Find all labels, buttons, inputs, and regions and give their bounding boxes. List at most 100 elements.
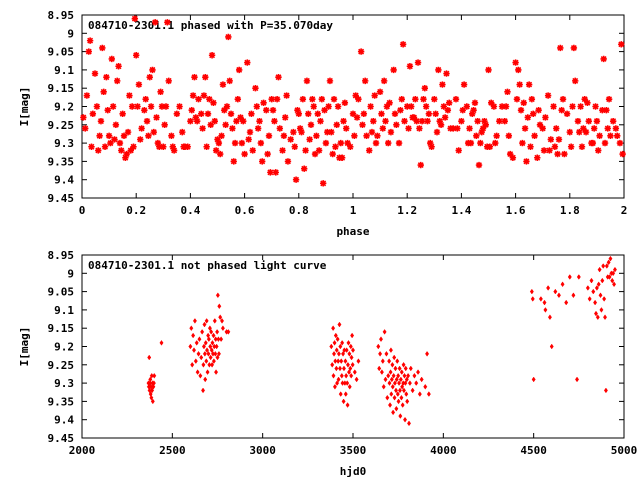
bottom-data-point: [612, 281, 617, 288]
bottom-data-point: [397, 387, 402, 394]
top-data-point: [116, 139, 124, 147]
top-data-point: [179, 128, 186, 136]
top-data-point: [614, 132, 621, 139]
top-data-point: [418, 117, 426, 125]
bottom-data-point: [543, 307, 548, 313]
bottom-data-point: [220, 318, 225, 324]
top-data-point: [473, 132, 480, 139]
top-y-tick-label: 9.45: [48, 192, 75, 205]
bottom-data-point: [152, 372, 157, 379]
top-data-point: [294, 106, 301, 114]
bottom-x-tick-label: 3500: [340, 444, 367, 457]
top-data-point: [498, 103, 506, 110]
bottom-data-point: [390, 361, 395, 368]
top-data-point: [204, 110, 212, 118]
top-data-point: [391, 110, 399, 118]
bottom-data-point: [204, 358, 209, 364]
bottom-data-point: [593, 299, 598, 306]
top-data-point: [97, 117, 105, 125]
top-data-point: [222, 121, 229, 128]
top-data-point: [215, 139, 223, 147]
top-data-point: [322, 139, 330, 147]
top-data-point: [80, 114, 87, 121]
top-data-point: [577, 103, 584, 110]
top-data-point: [272, 169, 279, 176]
top-data-point: [170, 147, 178, 154]
top-data-point: [318, 95, 326, 103]
top-data-point: [99, 44, 106, 52]
bottom-data-point: [202, 350, 207, 357]
top-data-point: [119, 110, 126, 118]
bottom-data-point: [384, 350, 389, 357]
top-data-point: [341, 99, 349, 107]
top-data-point: [334, 103, 342, 110]
top-data-point: [406, 63, 414, 70]
bottom-y-tick-label: 8.95: [48, 249, 75, 262]
bottom-data-point: [611, 270, 616, 277]
top-data-point: [546, 147, 553, 154]
bottom-data-point: [193, 358, 198, 364]
top-data-point: [321, 106, 328, 114]
top-data-point: [444, 106, 452, 114]
top-x-tick-label: 0.4: [180, 204, 200, 217]
top-data-point: [325, 103, 332, 110]
top-data-point: [589, 139, 597, 147]
top-data-point: [126, 92, 133, 99]
top-data-point: [420, 95, 427, 103]
top-data-point: [378, 110, 385, 118]
top-data-point: [390, 66, 397, 74]
bottom-data-point: [203, 340, 208, 346]
top-data-point: [412, 95, 419, 103]
top-data-point: [386, 99, 393, 107]
bottom-data-point: [150, 387, 155, 394]
top-data-point: [530, 110, 537, 118]
top-data-point: [502, 103, 510, 110]
top-data-point: [137, 136, 144, 143]
bottom-data-point: [217, 303, 222, 310]
top-x-tick-label: 1.4: [451, 204, 471, 217]
top-data-point: [368, 128, 376, 136]
bottom-data-point: [216, 336, 221, 343]
bottom-data-point: [201, 343, 206, 350]
top-data-point: [515, 66, 522, 74]
bottom-data-point: [344, 347, 349, 353]
top-data-point: [168, 132, 175, 139]
bottom-data-point: [349, 372, 354, 379]
top-data-point: [88, 143, 95, 150]
bottom-data-point: [343, 358, 348, 364]
bottom-data-point: [338, 391, 343, 397]
bottom-data-point: [395, 358, 400, 364]
top-data-point: [570, 44, 578, 52]
top-data-point: [474, 117, 481, 125]
top-data-point: [513, 95, 521, 103]
top-data-point: [527, 143, 534, 150]
bottom-data-point: [379, 336, 383, 343]
bottom-data-point: [332, 350, 337, 357]
top-data-point: [431, 95, 438, 103]
top-data-point: [443, 70, 450, 77]
top-data-point: [410, 114, 418, 121]
top-data-point: [130, 143, 137, 150]
top-x-tick-label: 0: [79, 204, 86, 217]
top-data-point: [162, 103, 170, 110]
top-data-point: [520, 99, 527, 107]
bottom-data-point: [208, 354, 213, 361]
top-data-point: [469, 110, 476, 118]
top-data-point: [212, 147, 220, 154]
top-data-point: [493, 132, 500, 139]
top-data-point: [551, 143, 559, 150]
top-data-point: [269, 106, 277, 114]
top-data-point: [492, 139, 499, 147]
bottom-data-point: [403, 365, 408, 372]
top-data-point: [603, 106, 610, 114]
top-data-point: [330, 95, 338, 103]
top-y-tick-label: 9.2: [54, 101, 74, 114]
top-data-point: [574, 117, 582, 125]
bottom-data-point: [575, 376, 580, 383]
bottom-y-tick-label: 9.4: [54, 414, 74, 427]
top-data-point: [238, 139, 246, 147]
top-data-point: [128, 103, 136, 110]
top-data-point: [317, 117, 324, 125]
bottom-data-point: [596, 281, 601, 288]
top-data-point: [521, 125, 529, 132]
